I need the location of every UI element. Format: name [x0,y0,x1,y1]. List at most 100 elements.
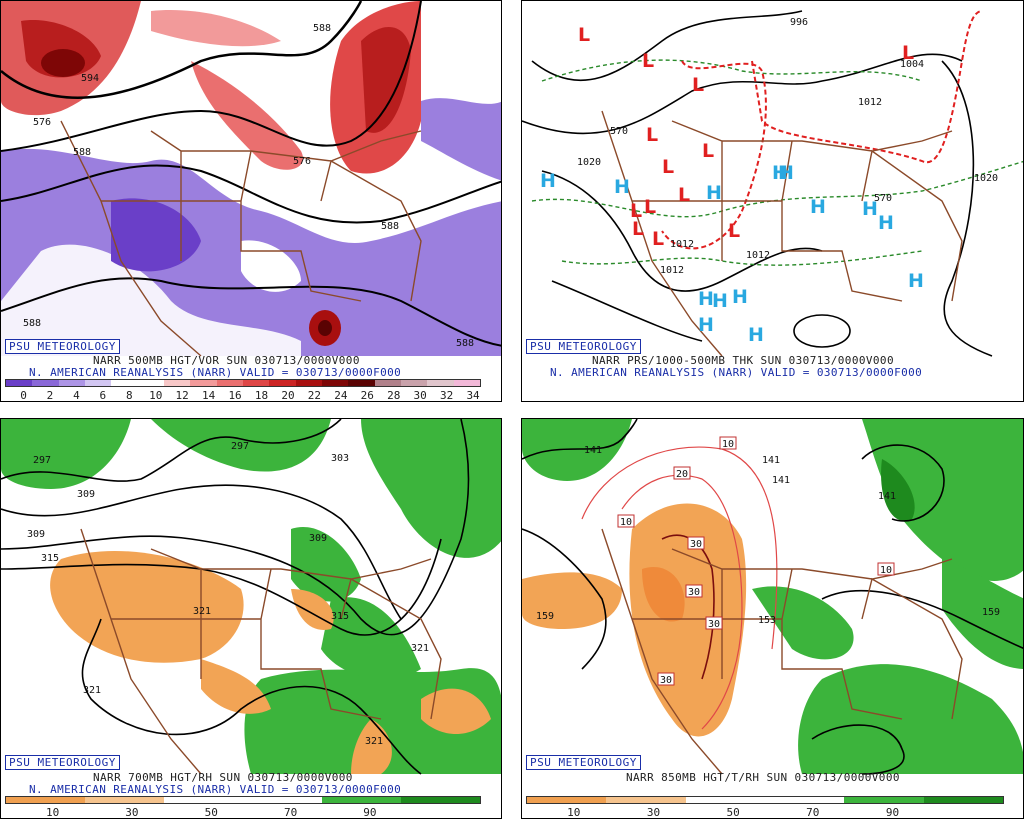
colorbar-tick-label: 34 [466,389,480,402]
low-pressure-symbol: L [646,124,658,146]
temperature-label: 20 [673,466,691,480]
contour-label: 159 [536,611,554,622]
colorbar-segment [401,797,480,803]
colorbar-tick-label: 50 [204,806,218,819]
colorbar-segment [295,380,322,386]
contour-label: 321 [83,685,101,696]
colorbar-tick-label: 24 [334,389,348,402]
colorbar-ticks: 10 30 50 70 90 [5,806,481,819]
colorbar-segment [190,380,217,386]
colorbar-segment [844,797,924,803]
contour-label: 141 [762,455,780,466]
contour-label: 315 [41,553,59,564]
colorbar-segment [163,380,191,386]
svg-text:30: 30 [708,619,720,630]
colorbar-tick-label: 20 [281,389,295,402]
low-pressure-symbol: L [662,156,674,178]
svg-text:10: 10 [722,439,734,450]
colorbar-tick-label: 90 [885,806,900,819]
contour-label: 309 [77,489,95,500]
contour-label: 576 [33,117,51,128]
map-850mb: 141 141 141 141 159 159 153 10 20 10 30 30 30… [522,419,1023,775]
psu-meteorology-badge: PSU METEOROLOGY [5,339,120,354]
colorbar-segment [453,380,480,386]
colorbar-tick-label: 2 [46,389,54,402]
colorbar-segment [137,380,164,386]
colorbar-rh [5,796,481,804]
svg-text:20: 20 [676,469,688,480]
high-pressure-symbol: H [712,290,728,312]
colorbar-segment [427,380,454,386]
contour-label: 309 [309,533,327,544]
high-pressure-symbol: H [810,196,826,218]
colorbar-tick-label: 14 [201,389,216,402]
map-caption: NARR PRS/1000-500MB THK SUN 030713/0000V… [592,354,894,367]
contour-label: 321 [365,736,383,747]
high-pressure-symbol: H [698,314,714,336]
colorbar-tick-label: 50 [726,806,740,819]
colorbar-tick-label: 30 [646,806,661,819]
contour-label: 141 [878,491,896,502]
low-pressure-symbol: L [902,42,914,64]
panel-850mb: 141 141 141 141 159 159 153 10 20 10 30 30 30… [521,418,1024,819]
colorbar-tick-label: 32 [439,389,454,402]
contour-label: 1004 [900,59,924,70]
high-pressure-symbol: H [772,162,788,184]
contour-label: 570 [610,126,628,137]
contour-label: 1020 [974,173,998,184]
temperature-label: 10 [877,562,895,576]
low-pressure-symbol: L [632,218,644,240]
contour-label: 1012 [858,97,882,108]
colorbar-tick-label: 10 [45,806,60,819]
contour-label: 297 [33,455,51,466]
colorbar-tick-label: 26 [360,389,374,402]
contour-label: 159 [982,607,1000,618]
psu-meteorology-badge: PSU METEOROLOGY [526,755,641,770]
colorbar-segment [527,797,607,803]
colorbar-tick-label: 16 [228,389,242,402]
colorbar-segment [321,380,349,386]
contour-label: 996 [790,17,808,28]
low-pressure-symbol: L [728,220,740,242]
colorbar-tick-label: 4 [73,389,80,402]
contour-label: 576 [293,156,311,167]
map-caption: NARR 850MB HGT/T/RH SUN 030713/0000V000 [626,771,900,784]
colorbar-segment [6,797,85,803]
contour-label: 141 [584,445,602,456]
psu-meteorology-badge: PSU METEOROLOGY [526,339,641,354]
high-pressure-symbol: H [614,176,630,198]
contour-label: 588 [23,318,41,329]
colorbar-segment [322,797,401,803]
svg-text:30: 30 [660,675,672,686]
contour-label: 153 [758,615,776,626]
contour-label: 588 [456,338,474,349]
svg-text:30: 30 [690,539,702,550]
colorbar-tick-label: 10 [567,806,581,819]
colorbar-segment [216,380,243,386]
temperature-label: 10 [719,436,737,450]
psu-meteorology-badge: PSU METEOROLOGY [5,755,120,770]
high-pressure-symbol: H [540,170,556,192]
colorbar-segment [58,380,85,386]
contour-label: 588 [73,147,91,158]
svg-text:30: 30 [688,587,700,598]
colorbar-segment [6,380,33,386]
colorbar-tick-label: 70 [283,806,298,819]
colorbar-tick-label: 12 [175,389,189,402]
map-sfc-pressure: 996 1004 1012 1020 1012 1012 1012 1020 5… [522,10,1023,357]
panel-500mb: 594 576 588 576 588 588 588 588 PSU METE… [0,0,502,402]
low-pressure-symbol: L [692,74,704,96]
colorbar-tick-label: 18 [254,389,269,402]
low-pressure-symbol: L [652,228,664,250]
high-pressure-symbol: H [878,212,894,234]
colorbar-tick-label: 0 [20,389,27,402]
colorbar-segment [84,380,112,386]
colorbar-segment [606,797,686,803]
contour-label: 309 [27,529,45,540]
high-pressure-symbol: H [778,162,794,184]
colorbar-tick-label: 10 [149,389,163,402]
colorbar-tick-label: 30 [413,389,427,402]
map-caption: NARR 700MB HGT/RH SUN 030713/0000V000 [93,771,353,784]
map-valid-line: N. AMERICAN REANALYSIS (NARR) VALID = 03… [550,366,923,379]
colorbar-segment [164,797,243,803]
